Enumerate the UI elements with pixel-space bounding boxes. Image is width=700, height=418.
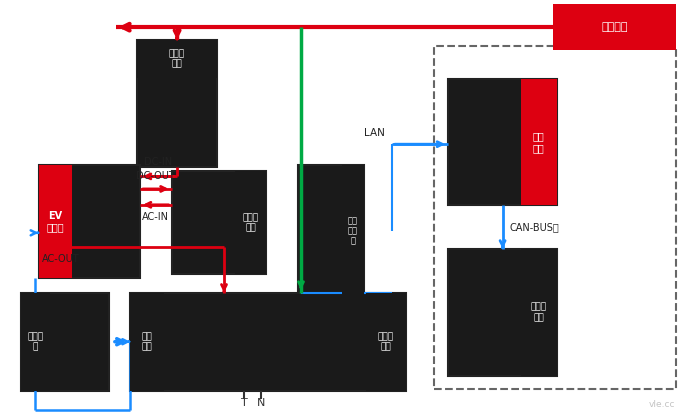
Text: 电源进线: 电源进线 bbox=[601, 22, 627, 32]
Text: EV
测试柜: EV 测试柜 bbox=[46, 211, 64, 232]
FancyBboxPatch shape bbox=[38, 165, 72, 278]
Text: T: T bbox=[241, 398, 248, 408]
FancyBboxPatch shape bbox=[136, 40, 217, 78]
FancyBboxPatch shape bbox=[342, 165, 364, 297]
FancyBboxPatch shape bbox=[21, 293, 108, 391]
FancyBboxPatch shape bbox=[521, 249, 556, 376]
Text: DC-IN: DC-IN bbox=[144, 157, 173, 167]
Text: vle.cc: vle.cc bbox=[649, 400, 675, 409]
FancyBboxPatch shape bbox=[234, 171, 266, 274]
FancyBboxPatch shape bbox=[366, 293, 406, 391]
FancyBboxPatch shape bbox=[172, 171, 266, 274]
FancyBboxPatch shape bbox=[130, 293, 406, 391]
Text: 电机控
制器: 电机控 制器 bbox=[242, 213, 258, 232]
FancyBboxPatch shape bbox=[130, 293, 164, 391]
FancyBboxPatch shape bbox=[448, 79, 556, 205]
Text: 电池模
拟器: 电池模 拟器 bbox=[169, 49, 185, 69]
FancyBboxPatch shape bbox=[521, 79, 556, 205]
FancyBboxPatch shape bbox=[136, 40, 217, 167]
FancyBboxPatch shape bbox=[21, 293, 50, 391]
Text: AC-OUT: AC-OUT bbox=[42, 254, 80, 264]
Text: 测功
机控
制: 测功 机控 制 bbox=[348, 216, 358, 246]
Text: LAN: LAN bbox=[364, 128, 385, 138]
Text: 被试
电机: 被试 电机 bbox=[141, 332, 152, 352]
Text: 水冷系
统: 水冷系 统 bbox=[27, 332, 43, 352]
FancyBboxPatch shape bbox=[448, 249, 556, 376]
Text: N: N bbox=[257, 398, 265, 408]
Text: DC-OUT: DC-OUT bbox=[136, 171, 175, 181]
Text: CAN-BUS！: CAN-BUS！ bbox=[510, 222, 559, 232]
Text: 数据
主机: 数据 主机 bbox=[533, 131, 545, 153]
Text: 加载测
功机: 加载测 功机 bbox=[378, 332, 394, 352]
Text: 试验上
位机: 试验上 位机 bbox=[531, 303, 547, 322]
FancyBboxPatch shape bbox=[553, 4, 676, 50]
FancyBboxPatch shape bbox=[38, 165, 140, 278]
Text: AC-IN: AC-IN bbox=[142, 212, 169, 222]
FancyBboxPatch shape bbox=[298, 165, 364, 297]
